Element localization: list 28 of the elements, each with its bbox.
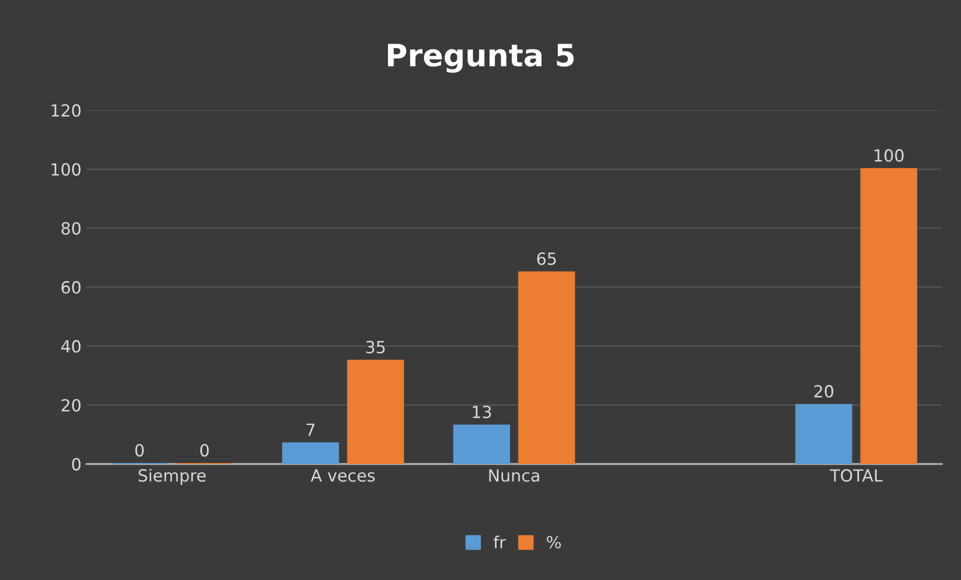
- y-tick-label: 100: [52, 163, 81, 176]
- data-label: 20: [814, 385, 834, 398]
- bar: [860, 168, 918, 464]
- y-tick-label: 80: [62, 222, 81, 235]
- y-tick-label: 20: [62, 398, 81, 412]
- bar: [453, 424, 510, 464]
- data-label: 35: [366, 340, 385, 354]
- data-label: 65: [537, 252, 556, 265]
- y-tick-label: 60: [62, 281, 81, 294]
- data-label: 0: [135, 444, 144, 457]
- data-label: 0: [200, 444, 209, 457]
- x-tick-label: Nunca: [489, 469, 540, 482]
- chart-title: Pregunta 5: [388, 44, 574, 73]
- data-label: 7: [306, 424, 314, 436]
- x-tick-label: Siempre: [138, 468, 206, 485]
- legend-label: %: [546, 536, 561, 549]
- y-tick-label: 0: [72, 458, 81, 471]
- y-tick-label: 120: [52, 104, 81, 117]
- legend-label: fr: [494, 536, 506, 548]
- x-tick-label: TOTAL: [830, 469, 883, 482]
- bar: [282, 442, 339, 464]
- data-label: 100: [874, 149, 904, 162]
- y-tick-label: 40: [61, 340, 81, 353]
- data-label: 13: [472, 406, 491, 418]
- bar: [518, 271, 576, 464]
- bar: [795, 404, 852, 464]
- x-tick-label: A veces: [310, 469, 375, 482]
- bar: [347, 360, 404, 464]
